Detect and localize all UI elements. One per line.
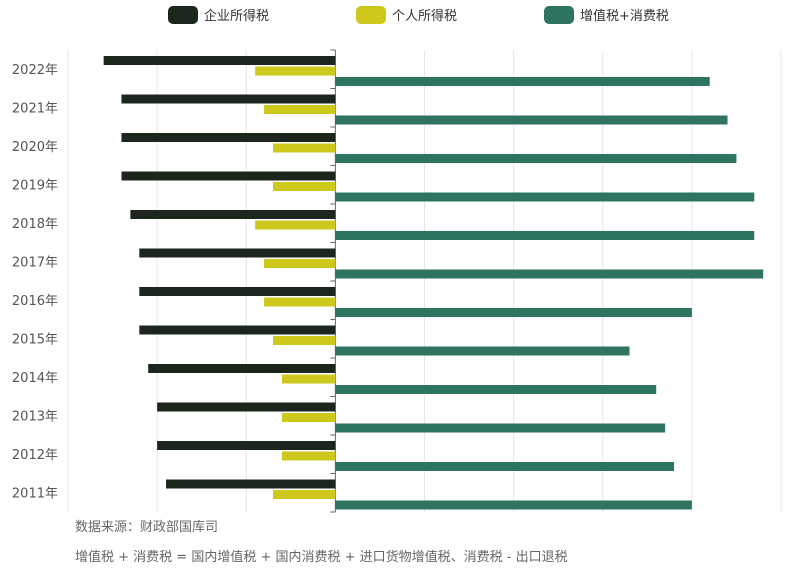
bar-personal-tax[interactable] xyxy=(272,336,336,345)
legend-item-personal-tax[interactable]: 个人所得税 xyxy=(356,5,457,24)
bar-corporate-tax[interactable] xyxy=(121,133,336,142)
bar-vat-consumption-tax[interactable] xyxy=(335,462,675,471)
legend-label-corporate-tax: 企业所得税 xyxy=(204,9,270,24)
legend-item-corporate-tax[interactable]: 企业所得税 xyxy=(168,5,269,24)
category-label: 2018年 xyxy=(12,217,58,232)
bar-vat-consumption-tax[interactable] xyxy=(335,115,728,125)
legend: 企业所得税 个人所得税 增值税+消费税 xyxy=(0,5,791,27)
bar-vat-consumption-tax[interactable] xyxy=(335,269,764,279)
source-note: 数据来源：财政部国库司 xyxy=(75,520,219,535)
category-label: 2011年 xyxy=(12,487,58,502)
bar-vat-consumption-tax[interactable] xyxy=(335,423,666,433)
bar-vat-consumption-tax[interactable] xyxy=(335,77,710,86)
bar-corporate-tax[interactable] xyxy=(103,56,336,65)
bar-corporate-tax[interactable] xyxy=(157,402,336,412)
legend-item-vat-consumption-tax[interactable]: 增值税+消费税 xyxy=(544,5,669,24)
bar-corporate-tax[interactable] xyxy=(148,364,336,373)
bar-personal-tax[interactable] xyxy=(255,66,336,76)
bar-personal-tax[interactable] xyxy=(272,143,336,153)
bar-personal-tax[interactable] xyxy=(272,182,336,191)
category-label: 2020年 xyxy=(12,140,58,155)
bar-personal-tax[interactable] xyxy=(281,374,336,384)
formula-note: 增值税 + 消费税 = 国内增值税 + 国内消费税 + 进口货物增值税、消费税 … xyxy=(75,550,568,565)
bar-corporate-tax[interactable] xyxy=(139,287,336,296)
category-label: 2019年 xyxy=(12,179,58,194)
bar-personal-tax[interactable] xyxy=(264,105,336,114)
bar-personal-tax[interactable] xyxy=(264,259,336,268)
category-label: 2015年 xyxy=(12,333,58,348)
legend-swatch-personal-tax xyxy=(356,5,386,24)
category-label: 2017年 xyxy=(12,256,58,271)
bar-vat-consumption-tax[interactable] xyxy=(335,385,657,394)
bar-vat-consumption-tax[interactable] xyxy=(335,500,692,510)
category-label: 2014年 xyxy=(12,371,58,386)
category-label: 2021年 xyxy=(12,102,58,117)
bar-corporate-tax[interactable] xyxy=(166,479,336,489)
bar-personal-tax[interactable] xyxy=(272,490,336,499)
bar-corporate-tax[interactable] xyxy=(139,325,336,335)
legend-label-personal-tax: 个人所得税 xyxy=(392,9,458,24)
category-label: 2016年 xyxy=(12,294,58,309)
bar-vat-consumption-tax[interactable] xyxy=(335,231,755,240)
bar-vat-consumption-tax[interactable] xyxy=(335,154,737,163)
bar-corporate-tax[interactable] xyxy=(139,248,336,258)
bar-vat-consumption-tax[interactable] xyxy=(335,308,692,317)
legend-swatch-corporate-tax xyxy=(168,5,198,24)
bar-corporate-tax[interactable] xyxy=(157,441,336,450)
category-label: 2022年 xyxy=(12,63,58,78)
bar-personal-tax[interactable] xyxy=(281,451,336,461)
bar-personal-tax[interactable] xyxy=(264,297,336,307)
bar-corporate-tax[interactable] xyxy=(130,210,336,219)
category-label: 2012年 xyxy=(12,448,58,463)
bar-vat-consumption-tax[interactable] xyxy=(335,192,755,202)
bar-corporate-tax[interactable] xyxy=(121,171,336,181)
legend-swatch-vat-consumption-tax xyxy=(544,5,574,24)
legend-label-vat-consumption-tax: 增值税+消费税 xyxy=(580,9,669,24)
bar-personal-tax[interactable] xyxy=(255,220,336,230)
category-label: 2013年 xyxy=(12,410,58,425)
bar-vat-consumption-tax[interactable] xyxy=(335,346,630,356)
bar-personal-tax[interactable] xyxy=(281,413,336,422)
bar-corporate-tax[interactable] xyxy=(121,94,336,104)
